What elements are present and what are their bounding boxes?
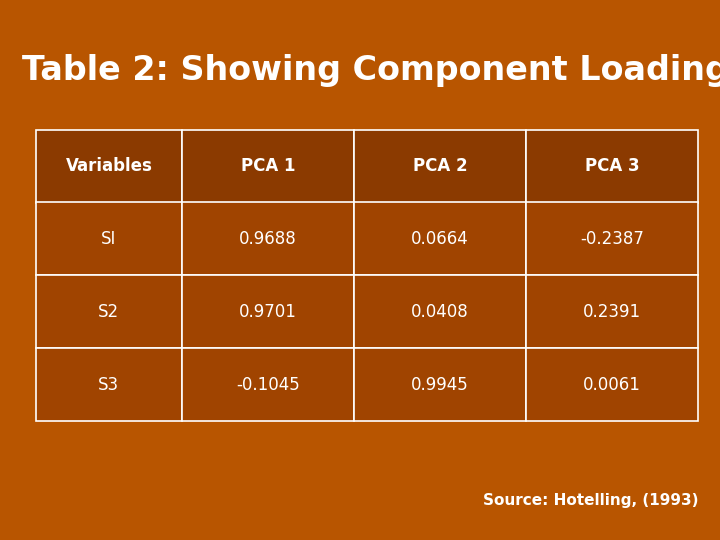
- Text: S2: S2: [99, 303, 120, 321]
- Bar: [526, 130, 698, 202]
- Bar: [36, 130, 181, 202]
- Text: SI: SI: [102, 230, 117, 248]
- Bar: [354, 202, 526, 275]
- Text: 0.9688: 0.9688: [239, 230, 297, 248]
- Text: 0.0061: 0.0061: [583, 376, 642, 394]
- Text: PCA 2: PCA 2: [413, 157, 467, 175]
- Text: Source: Hotelling, (1993): Source: Hotelling, (1993): [483, 492, 698, 508]
- Bar: [181, 202, 354, 275]
- Text: Variables: Variables: [66, 157, 153, 175]
- Bar: [181, 275, 354, 348]
- Bar: [526, 275, 698, 348]
- Text: 0.0664: 0.0664: [411, 230, 469, 248]
- Text: 0.9945: 0.9945: [411, 376, 469, 394]
- Text: PCA 3: PCA 3: [585, 157, 639, 175]
- Bar: [36, 348, 181, 421]
- Bar: [354, 275, 526, 348]
- Bar: [526, 202, 698, 275]
- Text: 0.2391: 0.2391: [583, 303, 642, 321]
- Bar: [36, 202, 181, 275]
- Text: 0.0408: 0.0408: [411, 303, 469, 321]
- Text: -0.1045: -0.1045: [236, 376, 300, 394]
- Bar: [36, 275, 181, 348]
- Bar: [181, 130, 354, 202]
- Text: S3: S3: [99, 376, 120, 394]
- Text: PCA 1: PCA 1: [240, 157, 295, 175]
- Text: Table 2: Showing Component Loading: Table 2: Showing Component Loading: [22, 54, 720, 87]
- Bar: [526, 348, 698, 421]
- Bar: [181, 348, 354, 421]
- Bar: [354, 348, 526, 421]
- Bar: [354, 130, 526, 202]
- Text: 0.9701: 0.9701: [239, 303, 297, 321]
- Text: -0.2387: -0.2387: [580, 230, 644, 248]
